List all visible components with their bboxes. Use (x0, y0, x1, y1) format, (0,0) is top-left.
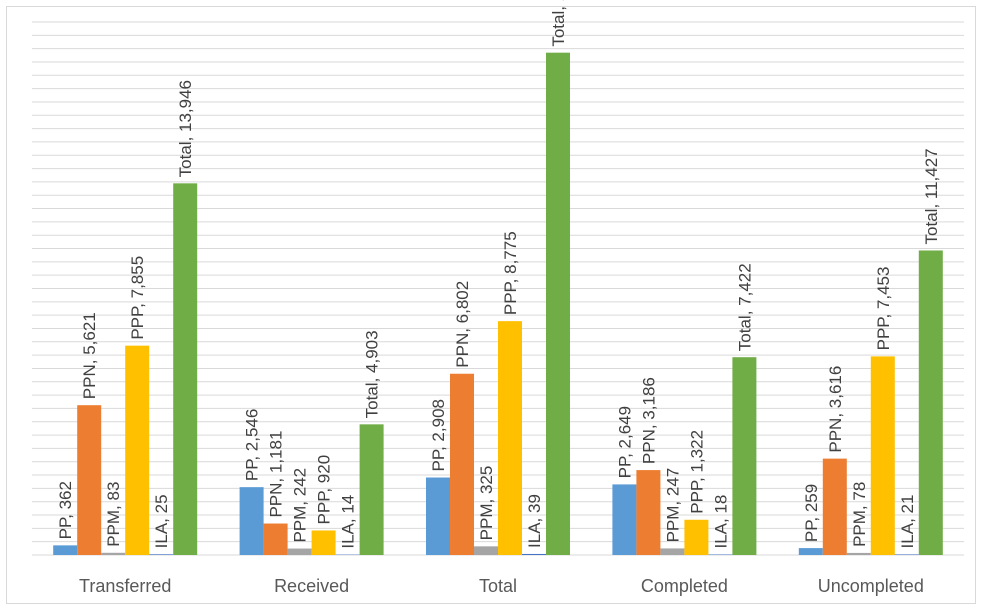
data-label-total-received: Total, 4,903 (363, 330, 382, 418)
data-label-pp-completed: PP, 2,649 (615, 406, 634, 478)
data-label-ppp-transferred: PPP, 7,855 (128, 256, 147, 340)
data-label-pp-received: PP, 2,546 (243, 409, 262, 481)
data-label-ila-total: ILA, 39 (525, 494, 544, 548)
bar-ila-uncompleted (894, 554, 919, 555)
bar-pp-uncompleted (798, 548, 823, 555)
data-label-ila-uncompleted: ILA, 21 (898, 495, 917, 549)
bar-total-completed (732, 357, 757, 555)
bar-ila-transferred (149, 554, 174, 555)
data-label-total-uncompleted: Total, 11,427 (922, 148, 941, 244)
data-label-ppn-completed: PPN, 3,186 (639, 377, 658, 464)
data-label-ppm-total: PPM, 325 (477, 466, 496, 541)
data-label-total-completed: Total, 7,422 (735, 263, 754, 351)
bar-ppm-total (474, 546, 498, 555)
bar-total-received (359, 424, 384, 555)
data-label-pp-total: PP, 2,908 (429, 399, 448, 471)
bar-ppn-uncompleted (822, 458, 847, 555)
bar-ppp-total (498, 321, 522, 555)
bar-ppm-received (287, 548, 312, 555)
category-label-total: Total (479, 576, 517, 596)
bar-ppm-uncompleted (846, 552, 871, 555)
bar-total-total (546, 52, 570, 556)
bar-total-uncompleted (918, 250, 943, 555)
bar-pp-transferred (53, 545, 78, 555)
bars (53, 52, 943, 556)
bar-ppp-completed (684, 519, 709, 555)
data-label-ila-completed: ILA, 18 (711, 495, 730, 549)
bar-ppn-completed (636, 470, 661, 555)
data-label-ppm-completed: PPM, 247 (663, 468, 682, 543)
data-label-ppp-completed: PPP, 1,322 (687, 430, 706, 514)
bar-ppn-received (263, 523, 288, 555)
data-label-total-transferred: Total, 13,946 (176, 80, 195, 177)
data-label-ppn-transferred: PPN, 5,621 (80, 312, 99, 399)
bar-ppp-uncompleted (870, 356, 895, 555)
data-label-total-total: Total, 18,849 (549, 0, 568, 47)
bar-ppm-transferred (101, 552, 126, 555)
bar-ppn-transferred (77, 405, 102, 555)
data-label-ppm-uncompleted: PPM, 78 (850, 482, 869, 547)
chart-frame (6, 6, 976, 604)
data-label-pp-uncompleted: PP, 259 (802, 484, 821, 542)
category-label-received: Received (274, 576, 349, 596)
bar-total-transferred (173, 183, 198, 555)
data-label-ppp-received: PPP, 920 (315, 455, 334, 525)
bar-pp-total (426, 477, 450, 555)
data-label-ppp-total: PPP, 8,775 (501, 231, 520, 315)
data-label-ppm-transferred: PPM, 83 (104, 482, 123, 547)
data-labels: PP, 362 PPN, 5,621 PPM, 83 PPP, 7,855 ILA, 2… (56, 0, 941, 549)
bar-ppp-transferred (125, 345, 150, 555)
category-labels: Transferred Received Total Completed Uncompl… (79, 576, 924, 596)
data-label-ppp-uncompleted: PPP, 7,453 (874, 267, 893, 351)
data-label-ppn-total: PPN, 6,802 (453, 281, 472, 368)
bar-ila-total (522, 553, 546, 555)
bar-ppm-completed (660, 548, 685, 555)
bar-ppp-received (311, 530, 336, 555)
data-label-ila-received: ILA, 14 (339, 495, 358, 549)
category-label-completed: Completed (641, 576, 728, 596)
data-label-ppn-received: PPN, 1,181 (267, 431, 286, 518)
bar-ppn-total (450, 373, 474, 555)
data-label-ppn-uncompleted: PPN, 3,616 (826, 366, 845, 453)
category-label-uncompleted: Uncompleted (818, 576, 924, 596)
data-label-ila-transferred: ILA, 25 (152, 494, 171, 548)
bar-pp-received (239, 487, 264, 555)
category-label-transferred: Transferred (79, 576, 171, 596)
data-label-pp-transferred: PP, 362 (56, 481, 75, 539)
data-label-ppm-received: PPM, 242 (291, 468, 310, 543)
bar-pp-completed (612, 484, 637, 555)
